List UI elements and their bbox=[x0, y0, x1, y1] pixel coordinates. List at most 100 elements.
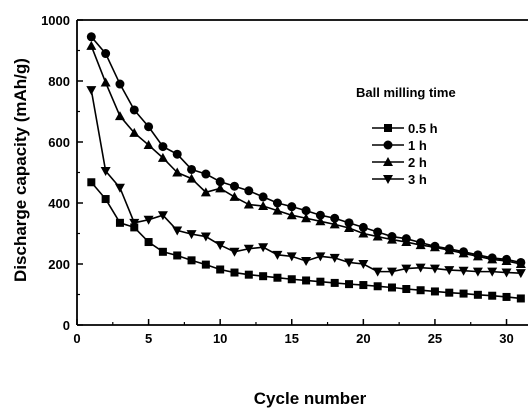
data-point bbox=[487, 254, 498, 264]
data-point bbox=[444, 245, 455, 255]
data-point bbox=[172, 226, 183, 236]
data-point bbox=[229, 247, 240, 257]
data-point bbox=[473, 290, 482, 299]
data-point bbox=[187, 256, 196, 265]
data-point bbox=[501, 255, 512, 265]
data-point bbox=[401, 264, 412, 274]
legend-marker bbox=[383, 175, 393, 184]
data-point bbox=[286, 210, 297, 220]
data-point bbox=[129, 127, 140, 137]
data-point bbox=[472, 267, 483, 277]
legend-entry: 2 h bbox=[372, 155, 427, 170]
y-axis-title: Discharge capacity (mAh/g) bbox=[11, 58, 30, 282]
data-point bbox=[402, 285, 411, 294]
data-point bbox=[429, 264, 440, 274]
data-point bbox=[387, 283, 396, 292]
data-point bbox=[200, 187, 211, 197]
x-tick-label: 25 bbox=[428, 331, 442, 346]
data-point bbox=[329, 219, 340, 229]
data-point bbox=[315, 252, 326, 262]
data-point bbox=[144, 238, 153, 247]
data-point bbox=[115, 79, 125, 89]
data-point bbox=[344, 218, 354, 228]
data-point bbox=[158, 142, 168, 152]
y-tick-label: 0 bbox=[63, 318, 70, 333]
data-point bbox=[86, 40, 97, 50]
data-point bbox=[444, 266, 455, 276]
data-point bbox=[172, 149, 182, 159]
data-point bbox=[186, 173, 197, 183]
data-point bbox=[401, 237, 412, 247]
data-point bbox=[316, 277, 325, 286]
data-point bbox=[344, 258, 355, 268]
data-point bbox=[329, 253, 340, 263]
data-point bbox=[258, 243, 269, 253]
legend-label: 0.5 h bbox=[408, 121, 438, 136]
data-point bbox=[373, 282, 382, 291]
data-point bbox=[415, 263, 426, 273]
data-point bbox=[358, 228, 369, 238]
data-point bbox=[158, 247, 167, 256]
data-point bbox=[459, 289, 468, 298]
data-point bbox=[301, 206, 311, 216]
data-point bbox=[215, 183, 226, 193]
data-point bbox=[429, 242, 440, 252]
data-point bbox=[229, 191, 240, 201]
data-point bbox=[244, 270, 253, 279]
data-point bbox=[501, 268, 512, 278]
data-point bbox=[243, 244, 254, 254]
data-point bbox=[157, 211, 168, 221]
x-tick-label: 15 bbox=[285, 331, 299, 346]
series-3-h bbox=[86, 86, 526, 279]
legend-marker bbox=[383, 157, 393, 166]
legend-label: 3 h bbox=[408, 172, 427, 187]
data-point bbox=[187, 164, 197, 174]
data-point bbox=[330, 278, 339, 287]
data-point bbox=[215, 241, 226, 251]
series-line bbox=[90, 90, 521, 274]
data-point bbox=[201, 169, 211, 179]
plot-frame: 0 5 10 15 20 25 30 0 200 400 600 800 1000 bbox=[41, 13, 528, 346]
data-point bbox=[515, 269, 526, 279]
data-point bbox=[115, 218, 124, 227]
data-point bbox=[372, 267, 383, 277]
data-point bbox=[229, 181, 239, 191]
data-point bbox=[516, 294, 525, 303]
y-tick-label: 600 bbox=[48, 135, 70, 150]
legend-entry: 3 h bbox=[372, 172, 427, 187]
data-point bbox=[416, 286, 425, 295]
data-point bbox=[502, 292, 511, 301]
legend-marker bbox=[384, 124, 392, 132]
series-line bbox=[90, 36, 522, 264]
data-point bbox=[386, 234, 397, 244]
data-point bbox=[101, 49, 111, 59]
y-tick-label: 200 bbox=[48, 257, 70, 272]
x-tick-label: 5 bbox=[145, 331, 152, 346]
x-tick-label: 0 bbox=[73, 331, 80, 346]
data-point bbox=[344, 223, 355, 233]
data-point bbox=[273, 273, 282, 282]
data-point bbox=[143, 215, 154, 225]
data-point bbox=[330, 213, 340, 223]
data-point bbox=[258, 192, 268, 202]
data-point bbox=[114, 111, 125, 121]
data-point bbox=[172, 167, 183, 177]
data-point bbox=[358, 260, 369, 269]
x-tick-label: 30 bbox=[499, 331, 513, 346]
data-point bbox=[244, 186, 254, 196]
data-point bbox=[430, 287, 439, 296]
data-point bbox=[386, 267, 397, 277]
data-point bbox=[87, 178, 96, 187]
data-point bbox=[230, 268, 239, 277]
data-point bbox=[372, 231, 383, 241]
legend-entry: 0.5 h bbox=[372, 121, 438, 136]
data-point bbox=[301, 256, 312, 266]
legend-label: 2 h bbox=[408, 155, 427, 170]
series-line bbox=[90, 45, 522, 265]
data-point bbox=[315, 216, 326, 226]
series-0-5-h bbox=[87, 178, 525, 303]
data-point bbox=[143, 140, 154, 150]
legend-marker bbox=[383, 140, 393, 150]
data-point bbox=[86, 86, 97, 96]
